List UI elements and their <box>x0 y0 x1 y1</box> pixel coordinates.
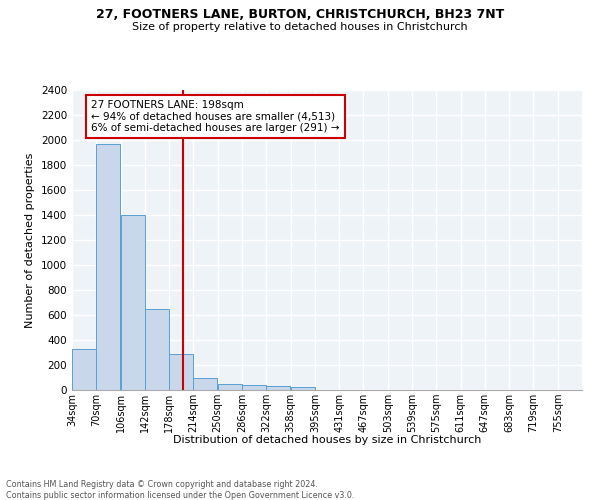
Bar <box>169 354 193 390</box>
Text: Contains HM Land Registry data © Crown copyright and database right 2024.
Contai: Contains HM Land Registry data © Crown c… <box>6 480 355 500</box>
Y-axis label: Number of detached properties: Number of detached properties <box>25 152 35 328</box>
Text: 27 FOOTNERS LANE: 198sqm
← 94% of detached houses are smaller (4,513)
6% of semi: 27 FOOTNERS LANE: 198sqm ← 94% of detach… <box>91 100 340 133</box>
Bar <box>96 144 120 390</box>
Bar <box>218 384 242 390</box>
Text: Distribution of detached houses by size in Christchurch: Distribution of detached houses by size … <box>173 435 481 445</box>
Bar <box>72 350 96 390</box>
Bar <box>266 386 290 390</box>
Text: Size of property relative to detached houses in Christchurch: Size of property relative to detached ho… <box>132 22 468 32</box>
Bar <box>242 385 266 390</box>
Text: 27, FOOTNERS LANE, BURTON, CHRISTCHURCH, BH23 7NT: 27, FOOTNERS LANE, BURTON, CHRISTCHURCH,… <box>96 8 504 20</box>
Bar <box>290 387 314 390</box>
Bar <box>193 378 217 390</box>
Bar <box>121 215 145 390</box>
Bar <box>145 308 169 390</box>
